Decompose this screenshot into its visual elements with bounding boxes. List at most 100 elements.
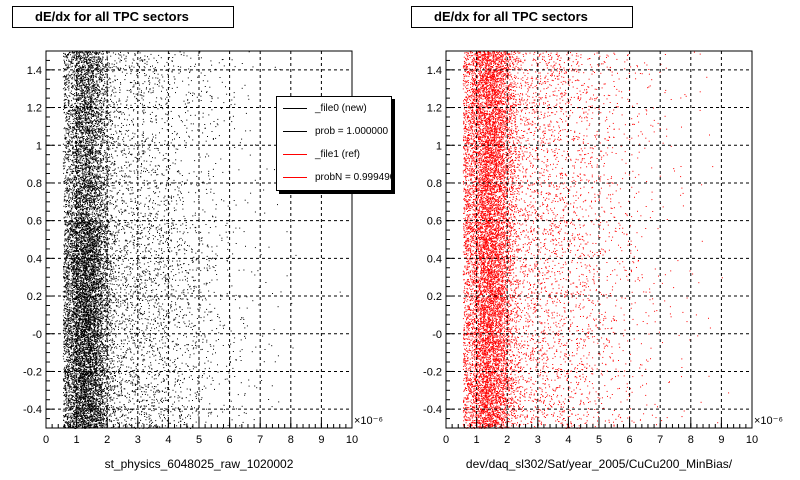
data-point: [67, 371, 69, 373]
data-point: [65, 128, 67, 130]
data-point: [79, 159, 81, 161]
data-point: [98, 106, 100, 108]
data-point: [66, 184, 68, 185]
data-point: [244, 335, 246, 337]
data-point: [64, 301, 66, 303]
data-point: [85, 240, 87, 242]
data-point: [129, 193, 131, 195]
data-point: [66, 404, 68, 406]
data-point: [65, 314, 66, 316]
data-point: [128, 394, 130, 395]
data-point: [85, 184, 87, 186]
data-point: [196, 336, 198, 338]
data-point: [84, 344, 86, 346]
data-point: [82, 64, 84, 66]
data-point: [74, 405, 76, 407]
data-point: [86, 191, 88, 193]
data-point: [86, 415, 88, 417]
data-point: [166, 293, 168, 295]
data-point: [103, 103, 105, 105]
data-point: [235, 243, 237, 244]
data-point: [63, 55, 64, 57]
data-point: [165, 316, 167, 318]
data-point: [141, 134, 143, 136]
data-point: [140, 94, 142, 96]
data-point: [158, 228, 160, 230]
data-point: [129, 425, 131, 426]
data-point: [117, 422, 119, 424]
data-point: [103, 142, 105, 144]
data-point: [73, 317, 75, 319]
data-point: [127, 304, 129, 306]
data-point: [133, 372, 135, 374]
data-point: [107, 378, 109, 380]
data-point: [102, 372, 104, 374]
data-point: [122, 176, 124, 178]
data-point: [169, 96, 171, 98]
data-point: [83, 339, 85, 340]
data-point: [69, 355, 71, 357]
data-point: [120, 150, 122, 152]
data-point: [183, 378, 185, 380]
data-point: [151, 291, 153, 293]
data-point: [145, 251, 147, 253]
data-point: [177, 372, 179, 374]
data-point: [68, 282, 70, 284]
data-point: [171, 406, 173, 407]
data-point: [103, 233, 105, 234]
data-point: [128, 90, 130, 92]
data-point: [94, 198, 96, 200]
data-point: [119, 211, 120, 213]
data-point: [191, 322, 193, 324]
data-point: [68, 105, 69, 107]
data-point: [123, 148, 125, 150]
data-point: [154, 142, 156, 144]
data-point: [130, 302, 132, 304]
data-point: [87, 190, 89, 192]
data-point: [94, 64, 96, 66]
data-point: [74, 204, 76, 206]
data-point: [173, 318, 175, 320]
data-point: [70, 110, 72, 112]
data-point: [79, 275, 81, 277]
data-point: [79, 400, 81, 402]
data-point: [74, 129, 76, 131]
data-point: [94, 297, 96, 299]
data-point: [65, 253, 67, 255]
data-point: [77, 61, 79, 63]
data-point: [88, 262, 90, 264]
data-point: [181, 244, 182, 246]
data-point: [209, 267, 211, 269]
data-point: [119, 406, 121, 408]
data-point: [209, 403, 211, 405]
data-point: [179, 307, 181, 309]
data-point: [130, 320, 132, 322]
data-point: [77, 253, 79, 255]
data-point: [128, 175, 130, 177]
data-point: [121, 133, 123, 135]
data-point: [92, 259, 94, 261]
data-point: [97, 265, 99, 267]
data-point: [111, 153, 112, 155]
data-point: [85, 163, 87, 165]
data-point: [63, 268, 65, 270]
data-point: [161, 291, 163, 293]
data-point: [90, 394, 92, 396]
data-point: [86, 364, 88, 365]
data-point: [169, 322, 170, 324]
data-point: [186, 336, 187, 338]
data-point: [208, 114, 210, 116]
data-point: [104, 294, 106, 296]
data-point: [62, 410, 64, 412]
data-point: [143, 412, 145, 414]
data-point: [114, 385, 116, 387]
data-point: [63, 404, 65, 406]
data-point: [169, 165, 171, 166]
data-point: [198, 259, 200, 261]
data-point: [67, 236, 69, 238]
data-point: [74, 112, 76, 114]
data-point: [112, 412, 114, 414]
data-point: [82, 146, 84, 147]
data-point: [129, 263, 131, 264]
data-point: [189, 394, 191, 396]
